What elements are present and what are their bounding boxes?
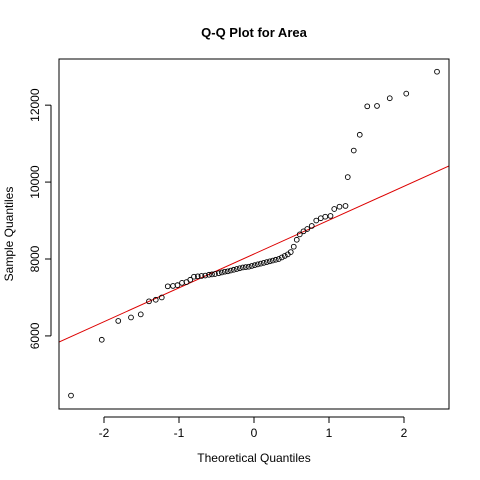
data-point <box>327 213 334 219</box>
data-point <box>68 392 74 399</box>
data-point <box>356 131 363 138</box>
data-point <box>386 95 393 102</box>
data-point <box>230 266 237 273</box>
data-point <box>364 103 371 110</box>
y-tick-label: 12000 <box>28 88 42 122</box>
data-point <box>152 296 159 303</box>
data-point <box>275 256 282 262</box>
data-point <box>374 103 380 109</box>
chart-title: Q-Q Plot for Area <box>201 25 307 40</box>
data-point <box>304 226 311 232</box>
data-point <box>191 273 197 280</box>
data-point <box>260 259 267 266</box>
data-point <box>146 298 152 305</box>
plot-frame <box>58 58 450 410</box>
data-point <box>434 68 440 75</box>
data-point <box>115 318 122 324</box>
data-point <box>257 260 264 267</box>
data-point <box>218 269 225 276</box>
data-point <box>269 257 276 264</box>
data-point <box>194 273 201 280</box>
data-point <box>98 336 105 343</box>
data-point <box>242 264 249 270</box>
data-point <box>281 253 288 259</box>
data-point <box>128 314 134 321</box>
data-point <box>344 174 351 180</box>
x-tick-label: 1 <box>326 426 333 440</box>
data-point <box>212 271 218 277</box>
data-point <box>272 256 279 263</box>
data-point <box>239 264 246 271</box>
data-point <box>350 147 357 154</box>
data-point <box>290 243 297 250</box>
y-axis-label: Sample Quantiles <box>2 187 16 282</box>
data-point <box>342 203 349 209</box>
data-point <box>164 283 171 290</box>
y-tick-label: 6000 <box>28 322 42 349</box>
data-point <box>287 249 294 255</box>
data-point <box>198 273 205 279</box>
data-point <box>308 223 315 229</box>
data-point <box>233 266 240 272</box>
data-point <box>313 217 320 224</box>
x-tick-label: -2 <box>99 426 110 440</box>
data-point <box>331 206 338 212</box>
axes-layer: -2 -1 0 1 2 6000 8000 10000 12000 <box>28 88 408 440</box>
data-point <box>278 254 285 261</box>
x-axis-label: Theoretical Quantiles <box>197 451 310 465</box>
data-point <box>266 258 273 265</box>
data-point <box>174 282 181 289</box>
data-point <box>296 231 303 238</box>
x-tick-label: 0 <box>251 426 258 440</box>
data-point <box>158 294 165 301</box>
data-point <box>254 261 261 268</box>
x-tick-label: 2 <box>401 426 408 440</box>
data-point <box>248 263 255 269</box>
data-point <box>202 272 209 279</box>
data-point <box>263 259 270 265</box>
data-point <box>403 90 410 97</box>
x-tick-label: -1 <box>174 426 185 440</box>
data-point <box>187 276 194 283</box>
data-point <box>215 270 222 277</box>
reference-line <box>59 165 449 343</box>
data-point <box>224 268 231 275</box>
data-point <box>293 236 300 243</box>
data-point <box>236 265 243 272</box>
data-point <box>245 263 252 270</box>
data-point <box>251 262 258 269</box>
data-point <box>322 213 329 220</box>
data-point <box>206 271 212 278</box>
y-tick-label: 8000 <box>28 245 42 272</box>
data-point <box>227 267 234 274</box>
data-point <box>209 271 215 278</box>
data-point <box>221 268 228 275</box>
data-point <box>137 311 144 318</box>
y-tick-label: 10000 <box>28 165 42 199</box>
data-layer <box>59 68 449 399</box>
data-point <box>336 203 343 210</box>
